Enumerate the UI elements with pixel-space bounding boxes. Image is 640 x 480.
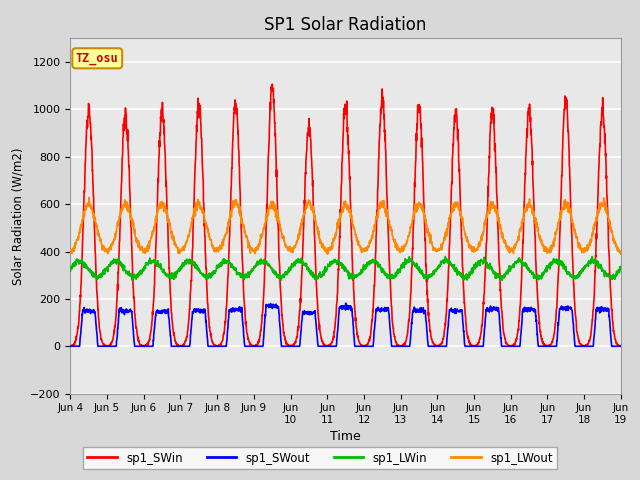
sp1_LWout bbox=[506, 246, 514, 252]
sp1_SWout bbox=[342, 300, 349, 306]
Line: sp1_LWout: sp1_LWout bbox=[70, 197, 621, 254]
sp1_LWin bbox=[584, 262, 591, 268]
sp1_SWin bbox=[569, 256, 577, 262]
sp1_LWin bbox=[362, 266, 369, 272]
sp1_SWin bbox=[617, 343, 625, 349]
sp1_SWin bbox=[67, 343, 74, 349]
sp1_SWout bbox=[568, 311, 576, 316]
sp1_LWout bbox=[584, 246, 592, 252]
sp1_SWin bbox=[268, 81, 276, 87]
Line: sp1_SWout: sp1_SWout bbox=[70, 303, 621, 346]
sp1_LWin bbox=[617, 266, 625, 272]
sp1_SWout bbox=[374, 305, 381, 311]
Line: sp1_SWin: sp1_SWin bbox=[70, 84, 621, 346]
sp1_LWout bbox=[617, 251, 625, 257]
sp1_LWout bbox=[569, 221, 577, 227]
sp1_SWin bbox=[362, 343, 369, 348]
sp1_LWout bbox=[324, 252, 332, 257]
sp1_SWout bbox=[506, 343, 513, 349]
sp1_LWin bbox=[67, 268, 74, 274]
sp1_LWout bbox=[374, 209, 381, 215]
sp1_LWin bbox=[506, 268, 513, 274]
sp1_LWin bbox=[568, 273, 576, 279]
X-axis label: Time: Time bbox=[330, 431, 361, 444]
Line: sp1_LWin: sp1_LWin bbox=[70, 256, 621, 280]
Text: TZ_osu: TZ_osu bbox=[76, 52, 118, 65]
Y-axis label: Solar Radiation (W/m2): Solar Radiation (W/m2) bbox=[12, 147, 24, 285]
sp1_SWout bbox=[584, 343, 591, 349]
sp1_LWout bbox=[362, 248, 370, 253]
sp1_SWout bbox=[617, 343, 625, 349]
sp1_SWin bbox=[544, 343, 552, 349]
sp1_LWin bbox=[220, 258, 228, 264]
sp1_SWout bbox=[362, 343, 369, 349]
sp1_LWin bbox=[588, 253, 596, 259]
sp1_LWout bbox=[85, 194, 93, 200]
sp1_SWout bbox=[220, 343, 228, 349]
sp1_LWout bbox=[67, 248, 74, 253]
sp1_SWin bbox=[506, 343, 513, 348]
sp1_SWin bbox=[584, 341, 592, 347]
sp1_SWin bbox=[374, 188, 381, 193]
sp1_LWin bbox=[129, 277, 136, 283]
Title: SP1 Solar Radiation: SP1 Solar Radiation bbox=[264, 16, 427, 34]
Legend: sp1_SWin, sp1_SWout, sp1_LWin, sp1_LWout: sp1_SWin, sp1_SWout, sp1_LWin, sp1_LWout bbox=[83, 447, 557, 469]
sp1_SWout bbox=[67, 343, 74, 349]
sp1_LWout bbox=[220, 237, 228, 242]
sp1_LWin bbox=[374, 262, 381, 267]
sp1_SWin bbox=[220, 330, 228, 336]
